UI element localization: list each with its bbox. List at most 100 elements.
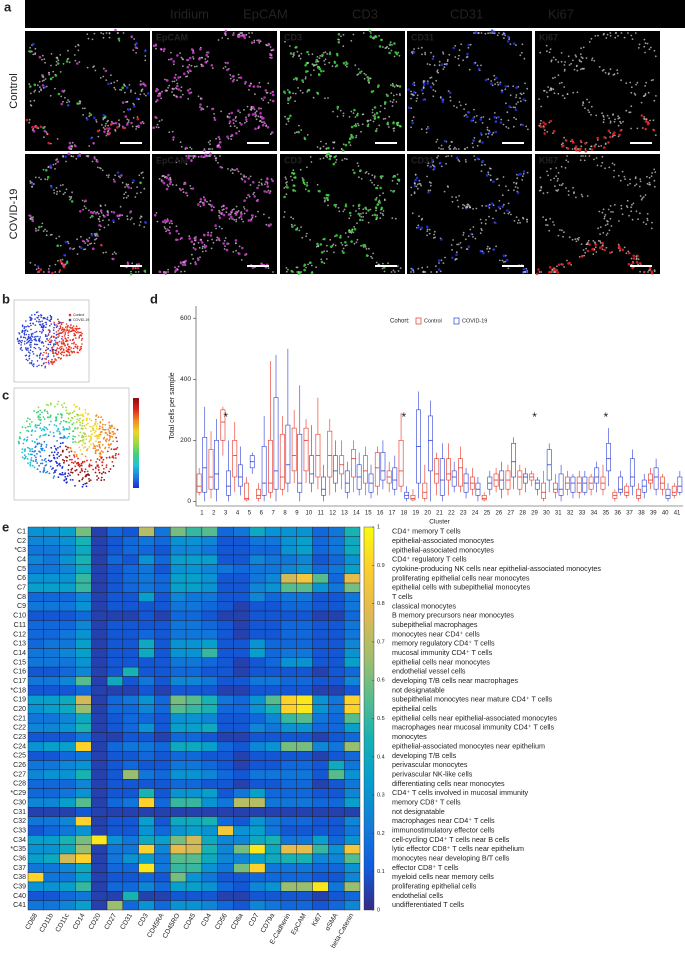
tsne-point xyxy=(79,480,81,482)
tsne-point xyxy=(82,422,84,424)
nucleus-dot xyxy=(485,223,487,225)
channel-dot xyxy=(375,130,378,133)
tsne-point xyxy=(32,465,34,467)
channel-dot xyxy=(292,189,295,192)
channel-dot xyxy=(232,119,235,122)
heatmap-cell xyxy=(218,658,234,667)
nucleus-dot xyxy=(59,54,61,56)
channel-dot xyxy=(102,114,105,117)
channel-dot xyxy=(411,122,414,125)
channel-dot xyxy=(263,121,266,124)
nucleus-dot xyxy=(227,168,229,170)
heatmap-cell xyxy=(91,583,107,592)
box xyxy=(245,483,249,500)
nucleus-dot xyxy=(568,190,570,192)
x-tick-label: 36 xyxy=(614,511,621,517)
nucleus-dot xyxy=(553,224,555,226)
heatmap-cell xyxy=(344,704,360,713)
tsne-point xyxy=(22,426,24,428)
channel-dot xyxy=(268,192,271,195)
tsne-point xyxy=(100,422,102,424)
tsne-point xyxy=(36,427,38,429)
nucleus-dot xyxy=(508,189,510,191)
nucleus-dot xyxy=(261,121,263,123)
heatmap-cell xyxy=(281,592,297,601)
tsne-point xyxy=(64,345,66,347)
nucleus-dot xyxy=(136,193,138,195)
nucleus-dot xyxy=(474,159,476,161)
tsne-point xyxy=(40,446,42,448)
channel-dot xyxy=(335,234,338,237)
nucleus-dot xyxy=(432,89,434,91)
channel-dot xyxy=(490,82,493,85)
channel-dot xyxy=(91,215,94,218)
nucleus-dot xyxy=(521,179,523,181)
channel-dot xyxy=(92,247,95,250)
nucleus-dot xyxy=(502,34,504,36)
tsne-point xyxy=(31,333,33,335)
tsne-point xyxy=(28,334,30,336)
nucleus-dot xyxy=(250,184,252,186)
nucleus-dot xyxy=(257,127,259,129)
heatmap-cell xyxy=(313,583,329,592)
nucleus-dot xyxy=(250,83,252,85)
nucleus-dot xyxy=(286,123,288,125)
nucleus-dot xyxy=(176,184,178,186)
nucleus-dot xyxy=(584,160,586,162)
nucleus-dot xyxy=(286,193,288,195)
nucleus-dot xyxy=(609,132,611,134)
nucleus-dot xyxy=(609,229,611,231)
nucleus-dot xyxy=(131,217,133,219)
tsne-point xyxy=(30,342,32,344)
nucleus-dot xyxy=(259,120,261,122)
nucleus-dot xyxy=(287,97,289,99)
channel-dot xyxy=(108,132,111,135)
heatmap-cell xyxy=(249,639,265,648)
nucleus-dot xyxy=(39,86,41,88)
tsne-point xyxy=(82,484,84,486)
nucleus-dot xyxy=(634,185,636,187)
tsne-point xyxy=(41,429,43,431)
nucleus-dot xyxy=(65,263,67,265)
nucleus-dot xyxy=(126,197,128,199)
nucleus-dot xyxy=(350,40,352,42)
nucleus-dot xyxy=(456,258,458,260)
nucleus-dot xyxy=(56,193,58,195)
nucleus-dot xyxy=(103,252,105,254)
nucleus-dot xyxy=(446,63,448,65)
nucleus-dot xyxy=(122,182,124,184)
channel-dot xyxy=(333,163,336,166)
nucleus-dot xyxy=(517,187,519,189)
nucleus-dot xyxy=(645,82,647,84)
heatmap-cell xyxy=(281,574,297,583)
tsne-point xyxy=(96,445,98,447)
channel-dot xyxy=(439,162,442,165)
heatmap-cell xyxy=(297,583,313,592)
nucleus-dot xyxy=(345,232,347,234)
tsne-point xyxy=(53,361,55,363)
nucleus-dot xyxy=(170,179,172,181)
heatmap-cell xyxy=(249,695,265,704)
nucleus-dot xyxy=(251,218,253,220)
tsne-point xyxy=(49,431,51,433)
row-label: Control xyxy=(8,73,20,108)
channel-dot xyxy=(200,108,203,111)
nucleus-dot xyxy=(143,122,145,124)
nucleus-dot xyxy=(217,162,219,164)
tsne-point xyxy=(55,338,57,340)
nucleus-dot xyxy=(649,177,651,179)
tsne-point xyxy=(31,335,33,337)
heatmap-cell xyxy=(91,592,107,601)
channel-dot xyxy=(78,153,81,156)
nucleus-dot xyxy=(588,111,590,113)
box xyxy=(511,443,515,477)
heatmap-cell xyxy=(265,555,281,564)
nucleus-dot xyxy=(392,180,394,182)
nucleus-dot xyxy=(30,262,32,264)
panel-letter: e xyxy=(2,519,9,534)
heatmap-cell xyxy=(75,695,91,704)
box xyxy=(268,440,272,492)
nucleus-dot xyxy=(602,212,604,214)
tsne-point xyxy=(29,316,31,318)
x-tick-label: 24 xyxy=(472,511,479,517)
